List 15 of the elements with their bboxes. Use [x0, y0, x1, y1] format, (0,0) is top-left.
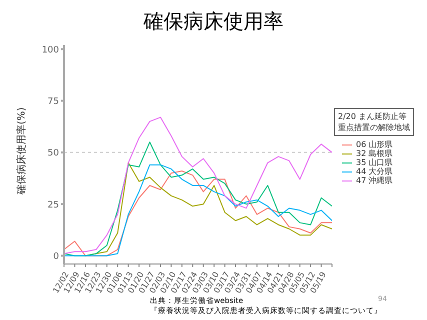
y-tick-label: 0 [53, 252, 60, 262]
legend-title: 2/20 まん延防止等重点措置の解除地域 [334, 108, 414, 136]
legend-label: 44 大分県 [356, 166, 393, 176]
legend-label: 06 山形県 [356, 139, 393, 150]
y-tick-label: 50 [48, 148, 60, 159]
y-tick-label: 25 [48, 200, 59, 210]
legend-label: 35 山口県 [356, 157, 393, 168]
legend-label: 32 島根県 [356, 148, 393, 158]
line-series [64, 116, 332, 254]
y-tick-label: 75 [48, 96, 59, 107]
chart-title: 確保病床使用率 [142, 8, 284, 35]
y-tick-label: 100 [42, 45, 60, 56]
line-series [64, 142, 332, 256]
legend-label: 47 沖縄県 [356, 175, 393, 186]
y-axis-title: 確保病床使用率(%) [16, 107, 28, 196]
